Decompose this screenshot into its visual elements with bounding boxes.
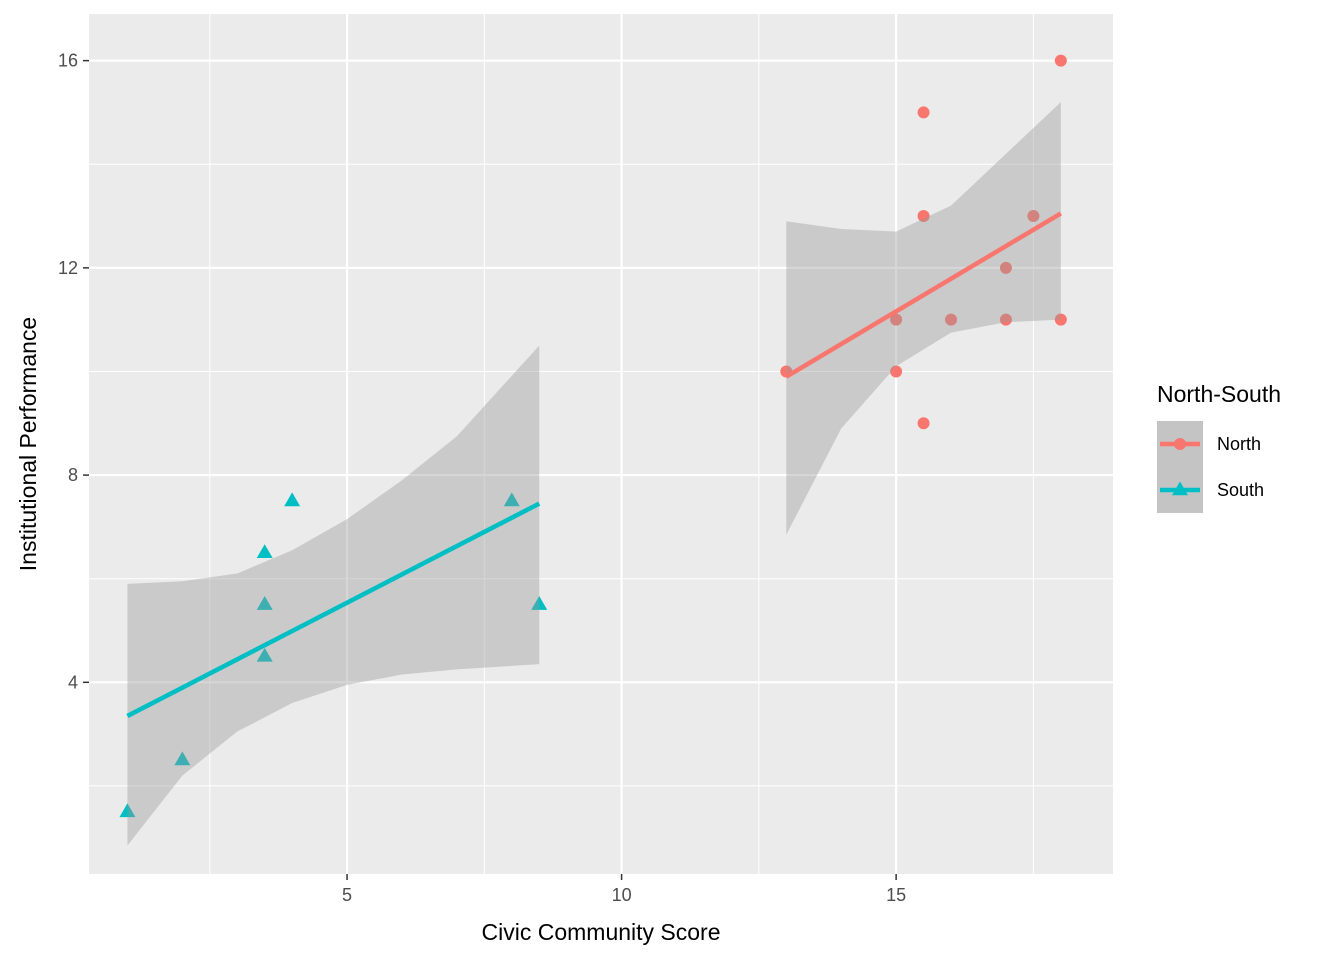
legend-key-marker-south: [1172, 481, 1188, 496]
point-north: [917, 106, 930, 119]
data-points: [119, 54, 1067, 818]
legend-key-marker-north: [1174, 438, 1186, 450]
y-tick-label: 4: [68, 672, 78, 692]
y-tick-label: 16: [58, 51, 78, 71]
y-axis-title: Institutional Performance: [15, 317, 41, 571]
confidence-band-north: [786, 102, 1061, 535]
x-tick-label: 10: [612, 885, 632, 905]
y-axis: 4 8 12 16: [58, 51, 89, 692]
point-north: [917, 210, 930, 223]
point-south: [284, 492, 301, 507]
point-south: [256, 647, 273, 662]
legend-title: North-South: [1157, 381, 1281, 407]
x-axis-title: Civic Community Score: [482, 919, 721, 945]
legend-label-south: South: [1217, 480, 1264, 500]
fit-line-south: [126, 501, 541, 718]
x-axis: 5 10 15: [342, 874, 906, 905]
grid-minor: [89, 14, 1113, 874]
confidence-bands: [127, 102, 1061, 846]
legend-keys: [1157, 421, 1203, 513]
point-south: [531, 596, 548, 610]
point-north: [890, 313, 903, 326]
plot-panel: [89, 14, 1113, 874]
x-tick-label: 5: [342, 885, 352, 905]
point-north: [917, 417, 930, 430]
fit-line-north: [785, 211, 1062, 379]
point-north: [1054, 313, 1067, 326]
point-south: [174, 751, 191, 766]
y-tick-label: 8: [68, 465, 78, 485]
legend: North-South North South: [1157, 381, 1281, 513]
point-south: [256, 544, 273, 559]
point-north: [999, 261, 1012, 274]
point-north: [890, 365, 903, 378]
y-tick-label: 12: [58, 258, 78, 278]
legend-label-north: North: [1217, 434, 1261, 454]
point-north: [999, 313, 1012, 326]
x-tick-label: 15: [886, 885, 906, 905]
point-south: [503, 492, 520, 507]
point-south: [256, 596, 273, 610]
grid-major: [89, 14, 1113, 874]
fit-lines: [126, 211, 1062, 718]
point-south: [119, 803, 136, 818]
point-north: [945, 313, 958, 326]
point-north: [1054, 54, 1067, 67]
point-north: [1027, 210, 1040, 223]
confidence-band-south: [127, 345, 540, 846]
